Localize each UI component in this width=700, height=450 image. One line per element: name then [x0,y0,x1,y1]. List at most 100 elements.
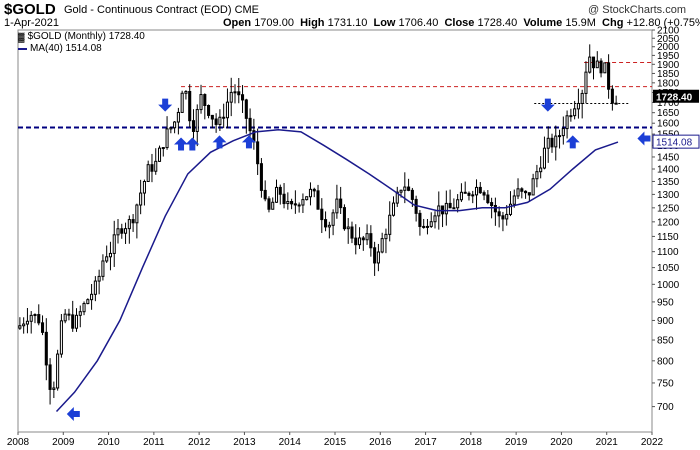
candle-down [324,219,328,228]
candle-up [274,186,279,203]
candle-up [425,225,429,228]
ma-value-label: 1514.08 [656,138,693,149]
candle-up [335,198,339,214]
candle-down [37,314,41,324]
high-value: 1731.10 [327,17,368,29]
candle-down [407,186,411,191]
candle-up [391,202,396,216]
candle-down [282,193,286,205]
arrow-up-marker [185,137,200,151]
candle-up [218,116,222,125]
candle-down [369,233,373,249]
x-tick-label: 2016 [369,437,392,448]
low-label: Low [373,17,396,29]
candle-down [607,62,611,90]
candle-down [259,163,263,191]
candle-down [48,364,52,390]
y-tick-label: 1250 [657,203,680,214]
candle-up [18,325,22,329]
candlestick-icon: ▓ [18,32,25,42]
candle-up [535,171,539,180]
candle-up [569,115,573,118]
candle-down [490,202,494,206]
candle-up [52,387,56,390]
y-tick-label: 1450 [657,152,680,163]
candle-down [486,194,490,204]
candle-up [286,200,290,205]
candle-up [456,199,460,209]
x-tick-label: 2018 [460,437,483,448]
candle-down [44,331,48,366]
candle-up [516,188,520,197]
plot-frame [17,29,653,433]
candle-up [388,214,392,235]
chg-value: +12.80 (+0.75%) [626,17,700,29]
candle-down [293,203,297,206]
chart-subtitle: Gold - Continuous Contract (EOD) CME [64,4,260,16]
y-tick-label: 1950 [657,51,680,62]
x-tick-label: 2020 [550,437,573,448]
y-tick-label: 1150 [657,232,679,243]
candle-down [373,247,377,264]
candle-down [267,198,271,210]
candle-up [74,314,79,329]
candle-up [154,160,158,172]
candle-down [256,141,260,165]
y-tick-label: 750 [657,378,674,389]
candle-up [474,186,479,196]
candle-down [312,188,316,192]
candle-up [33,314,37,317]
high-label: High [300,17,325,29]
candle-up [25,320,29,325]
candle-up [505,213,509,220]
candle-up [127,219,131,230]
candle-down [297,204,301,207]
close-value: 1728.40 [477,17,518,29]
stockcharts-credit[interactable]: @ StockCharts.com [588,4,686,16]
candle-down [210,114,214,120]
y-tick-label: 1700 [657,98,680,109]
y-tick-label: 2050 [657,34,680,45]
candle-up [565,115,569,130]
candle-up [165,128,169,149]
ma-value-tag [652,134,700,149]
chg-label: Chg [602,17,624,29]
legend-ma-label: MA(40) 1514.08 [30,43,102,54]
candle-down [131,219,135,224]
x-tick-label: 2022 [641,437,664,448]
candle-up [90,293,94,301]
candle-up [512,195,516,205]
chart-symbol: $GOLD [4,1,56,18]
candle-down [350,226,354,239]
y-tick-label: 700 [657,402,674,413]
x-tick-label: 2011 [143,437,165,448]
chart-header: $GOLD Gold - Continuous Contract (EOD) C… [0,0,700,30]
candle-up [59,320,63,355]
candle-down [278,186,282,195]
ohlc-readout: Open 1709.00 High 1731.10 Low 1706.40 Cl… [223,17,700,29]
candle-up [101,260,105,277]
candle-up [399,189,403,193]
candle-up [157,147,162,162]
arrow-left-marker [66,407,80,422]
candle-up [384,233,388,240]
candle-down [316,190,320,210]
candle-down [467,192,471,196]
candle-down [614,102,618,105]
candle-down [520,188,524,192]
candle-up [271,201,275,210]
x-tick-label: 2008 [7,437,30,448]
arrow-down-marker [158,98,173,112]
candle-down [422,225,426,228]
x-tick-label: 2021 [596,437,619,448]
candle-up [124,228,128,234]
candle-up [97,275,101,282]
volume-value: 15.9M [565,17,596,29]
legend-price-label: $GOLD (Monthly) 1728.40 [27,31,145,42]
x-tick-label: 2015 [324,437,347,448]
candle-up [22,323,26,327]
candle-up [161,147,165,150]
candle-up [142,180,146,194]
candle-down [120,228,124,234]
